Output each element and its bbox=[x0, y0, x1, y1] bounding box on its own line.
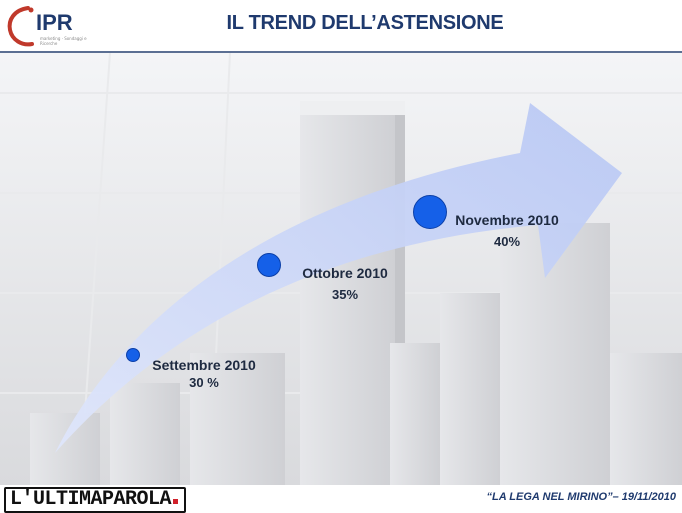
trend-point-november bbox=[413, 195, 447, 229]
ipr-logo-mark-icon bbox=[7, 6, 34, 47]
trend-point-october bbox=[257, 253, 281, 277]
header: IPR marketing · Sondaggi e Ricerche IL T… bbox=[0, 0, 682, 52]
label-october-month: Ottobre 2010 bbox=[302, 265, 388, 281]
label-november: Novembre 2010 40% bbox=[447, 212, 567, 249]
background-columns bbox=[30, 101, 682, 485]
label-november-month: Novembre 2010 bbox=[455, 212, 559, 228]
label-september-value: 30 % bbox=[189, 375, 219, 390]
label-october-value: 35% bbox=[331, 287, 359, 302]
label-november-value: 40% bbox=[493, 234, 521, 249]
ipr-logo: IPR marketing · Sondaggi e Ricerche bbox=[6, 4, 92, 48]
footer: L'ULTIMAPAROLA “LA LEGA NEL MIRINO”– 19/… bbox=[0, 485, 682, 513]
trend-graphic bbox=[0, 53, 682, 485]
label-september: Settembre 2010 30 % bbox=[144, 357, 264, 390]
footer-caption: “LA LEGA NEL MIRINO”– 19/11/2010 bbox=[486, 491, 676, 503]
header-divider bbox=[0, 51, 682, 53]
label-october: Ottobre 2010 35% bbox=[285, 265, 405, 302]
trend-point-september bbox=[126, 348, 140, 362]
label-september-month: Settembre 2010 bbox=[152, 357, 256, 373]
footer-brand-logo: L'ULTIMAPAROLA bbox=[4, 487, 187, 513]
trend-arrow bbox=[55, 103, 622, 453]
footer-brand-dot-icon bbox=[173, 499, 179, 504]
slide-title: IL TREND DELL’ASTENSIONE bbox=[226, 12, 504, 34]
footer-brand-text: L'ULTIMAPAROLA bbox=[10, 488, 172, 511]
logo-text: IPR bbox=[36, 10, 73, 35]
logo-subtext: marketing · Sondaggi e Ricerche bbox=[40, 36, 87, 46]
